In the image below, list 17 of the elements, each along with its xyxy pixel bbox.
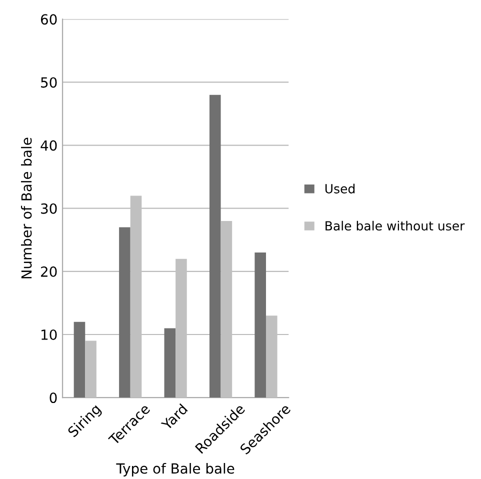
y-tick-label: 40 [40, 140, 57, 151]
bar [209, 94, 221, 398]
legend-label: Bale bale without user [326, 220, 465, 231]
x-axis-title: Type of Bale bale [116, 462, 234, 476]
y-tick-label: 20 [41, 266, 57, 277]
bar [119, 227, 130, 398]
y-tick-label: 30 [41, 203, 57, 214]
y-tick-label: 50 [41, 77, 57, 88]
bar [85, 340, 96, 398]
bar [74, 322, 86, 398]
bar [164, 328, 176, 398]
y-axis-title: Number of Bale bale [21, 138, 32, 278]
bar [254, 252, 266, 398]
y-tick-label: 0 [50, 392, 57, 404]
legend-label: Used [325, 184, 355, 194]
y-tick-label: 10 [42, 329, 57, 340]
y-tick-label: 60 [40, 14, 57, 25]
